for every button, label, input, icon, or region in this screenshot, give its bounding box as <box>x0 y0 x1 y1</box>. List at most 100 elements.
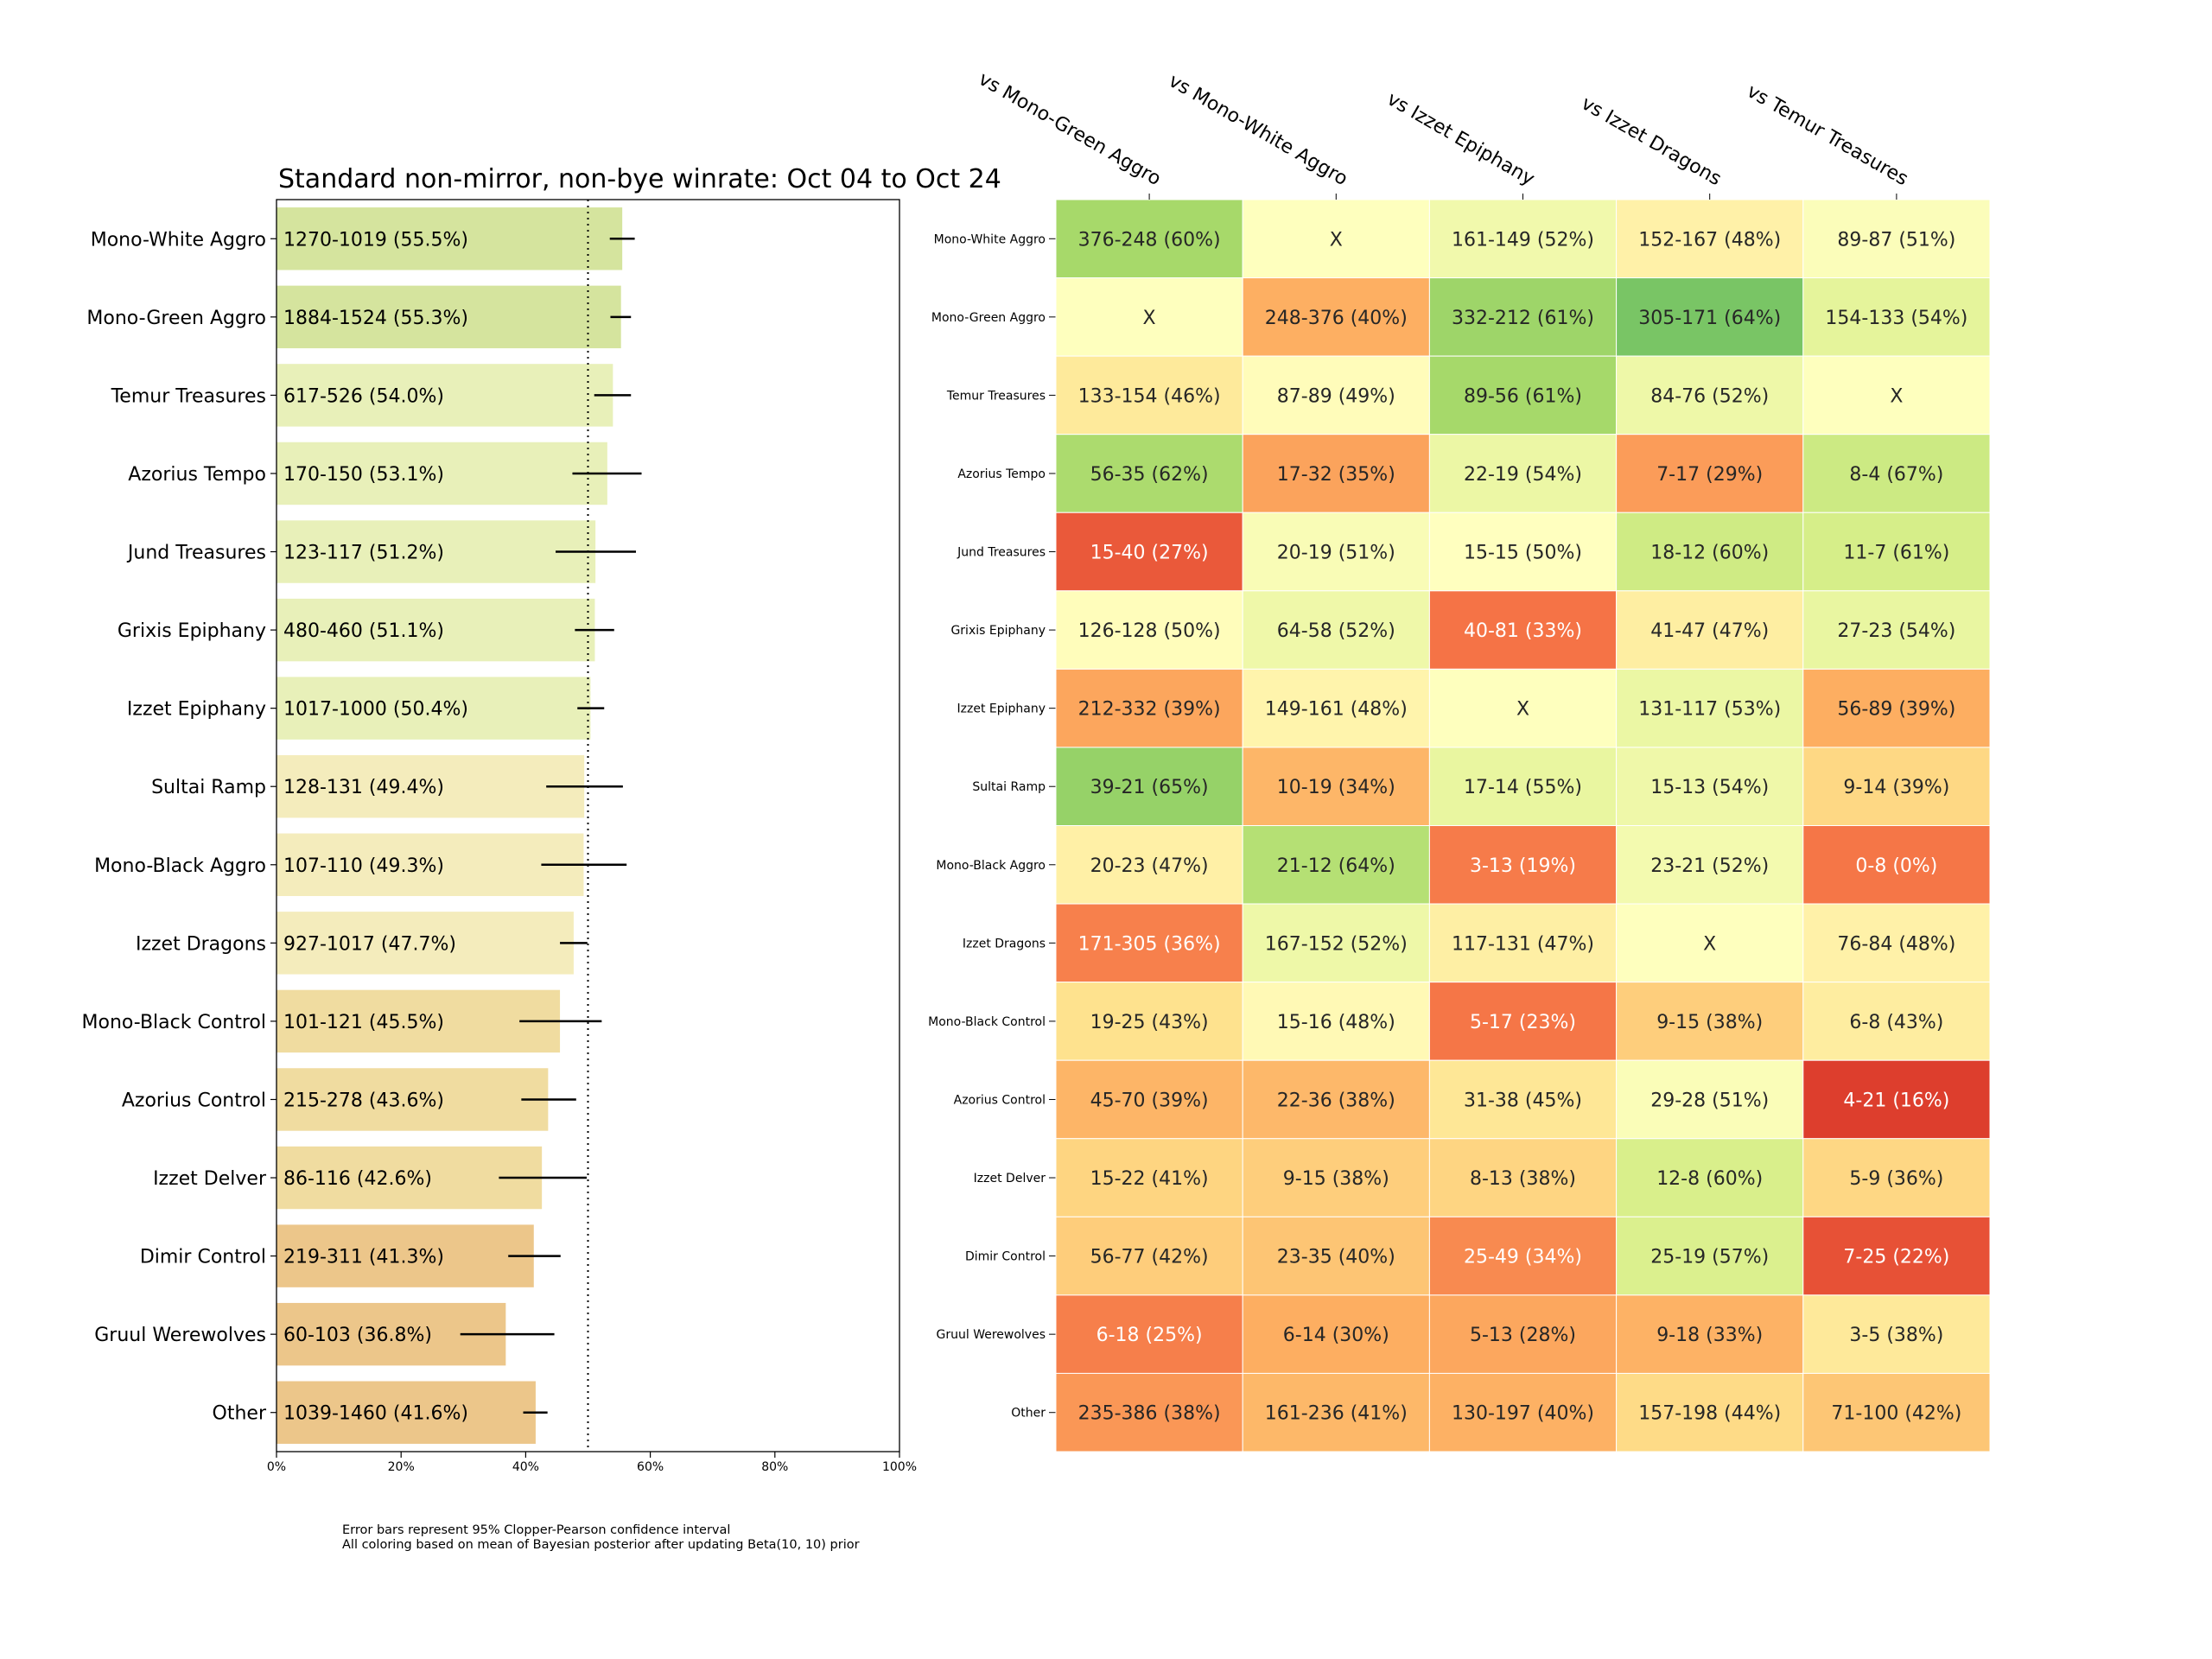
heatmap-cell-label: 56-35 (62%) <box>1090 464 1209 486</box>
bar <box>276 442 607 505</box>
heatmap-cell <box>1055 982 1243 1061</box>
heatmap-cell-label: 332-212 (61%) <box>1452 308 1594 329</box>
heatmap-cell <box>1428 1294 1618 1374</box>
winrate-bar-chart: 1270-1019 (55.5%) Mono-White Aggro 1884-15… <box>82 199 917 1474</box>
heatmap-cell-label: 4-21 (16%) <box>1843 1090 1949 1111</box>
bar <box>276 912 574 975</box>
heatmap-cell-label: 8-4 (67%) <box>1849 464 1943 486</box>
y-tick-label: Jund Treasures <box>126 543 266 564</box>
row-label: Temur Treasures <box>946 389 1046 403</box>
heatmap-cell <box>1242 1059 1430 1140</box>
heatmap-cell <box>1428 982 1618 1061</box>
heatmap-cell-label: 152-167 (48%) <box>1638 229 1781 251</box>
heatmap-cell <box>1055 590 1243 670</box>
heatmap-cell-label: 22-36 (38%) <box>1277 1090 1395 1111</box>
heatmap-cell-label: 3-13 (19%) <box>1470 855 1576 877</box>
heatmap-cell-label: X <box>1703 933 1716 955</box>
bar <box>276 1224 534 1287</box>
heatmap-cell-label: 23-21 (52%) <box>1650 855 1769 877</box>
heatmap-cell-label: 8-13 (38%) <box>1470 1168 1576 1190</box>
bar <box>276 677 591 740</box>
bar-value-label: 480-460 (51.1%) <box>283 620 444 642</box>
bar <box>276 520 596 583</box>
heatmap-cell-label: 15-15 (50%) <box>1464 543 1582 564</box>
heatmap-cell <box>1616 825 1804 905</box>
heatmap-cell <box>1616 590 1804 670</box>
bar-value-label: 86-116 (42.6%) <box>283 1168 432 1190</box>
bar <box>276 754 585 818</box>
bar-value-label: 101-121 (45.5%) <box>283 1012 444 1033</box>
heatmap-cell <box>1242 668 1430 748</box>
heatmap-cell-label: 45-70 (39%) <box>1090 1090 1209 1111</box>
heatmap-cell-label: 6-14 (30%) <box>1283 1325 1389 1346</box>
heatmap-cell-label: 23-35 (40%) <box>1277 1247 1395 1268</box>
heatmap-cell-label: 31-38 (45%) <box>1464 1090 1582 1111</box>
heatmap-cell <box>1428 1059 1618 1140</box>
heatmap-cell <box>1055 434 1243 513</box>
heatmap-cell-label: 17-32 (35%) <box>1277 464 1395 486</box>
heatmap-cell <box>1242 982 1430 1061</box>
heatmap-cell-label: 9-18 (33%) <box>1656 1325 1763 1346</box>
heatmap-cell <box>1616 747 1804 826</box>
heatmap-cell-label: X <box>1516 699 1529 721</box>
heatmap-cell-label: 18-12 (60%) <box>1650 543 1769 564</box>
chart-title: Standard non-mirror, non-bye winrate: Oc… <box>278 164 1001 194</box>
heatmap-cell <box>1616 1372 1804 1452</box>
heatmap-cell-label: 29-28 (51%) <box>1650 1090 1769 1111</box>
bar-value-label: 128-131 (49.4%) <box>283 777 444 798</box>
bar-value-label: 617-526 (54.0%) <box>283 385 444 407</box>
heatmap-cell-label: 10-19 (34%) <box>1277 777 1395 798</box>
heatmap-cell-label: 130-197 (40%) <box>1452 1403 1594 1425</box>
heatmap-cell <box>1242 1372 1430 1452</box>
heatmap-cell-label: 84-76 (52%) <box>1650 385 1769 407</box>
bar <box>276 989 561 1053</box>
bar <box>276 833 584 897</box>
row-label: Sultai Ramp <box>972 780 1046 794</box>
heatmap-cell <box>1055 1372 1243 1452</box>
bar-value-label: 107-110 (49.3%) <box>283 855 444 877</box>
y-tick-label: Grixis Epiphany <box>118 620 266 642</box>
heatmap-cell-label: X <box>1143 308 1156 329</box>
heatmap-cell-label: 3-5 (38%) <box>1849 1325 1943 1346</box>
y-tick-label: Dimir Control <box>140 1247 266 1268</box>
heatmap-cell-label: 15-16 (48%) <box>1277 1012 1395 1033</box>
heatmap-cell <box>1616 668 1804 748</box>
heatmap-cell <box>1055 277 1243 357</box>
row-label: Azorius Control <box>954 1093 1046 1107</box>
heatmap-cell-label: X <box>1330 229 1343 251</box>
x-tick-label: 100% <box>882 1460 917 1474</box>
axes-frame <box>276 199 900 1452</box>
y-tick-label: Sultai Ramp <box>151 777 266 798</box>
heatmap-cell <box>1616 355 1804 435</box>
heatmap-cell <box>1428 668 1618 748</box>
heatmap-cell <box>1242 199 1430 279</box>
row-label: Mono-Black Control <box>928 1015 1046 1029</box>
bar <box>276 364 613 427</box>
heatmap-cell-label: 64-58 (52%) <box>1277 620 1395 642</box>
heatmap-cell-label: 149-161 (48%) <box>1265 699 1408 721</box>
heatmap-cell-label: 89-87 (51%) <box>1837 229 1955 251</box>
heatmap-cell-label: 15-22 (41%) <box>1090 1168 1209 1190</box>
row-label: Mono-White Aggro <box>934 232 1046 246</box>
heatmap-cell <box>1802 903 1991 983</box>
heatmap-cell-label: 161-236 (41%) <box>1265 1403 1408 1425</box>
heatmap-cell-label: 126-128 (50%) <box>1078 620 1221 642</box>
x-tick-label: 0% <box>267 1460 286 1474</box>
heatmap-cell <box>1055 1138 1243 1217</box>
row-label: Izzet Dragons <box>963 937 1046 950</box>
y-tick-label: Temur Treasures <box>111 385 266 407</box>
matchup-heatmap: Mono-White Aggro 376-248 (60%) X 161-149 (5… <box>928 68 1991 1452</box>
bar-value-label: 219-311 (41.3%) <box>283 1247 444 1268</box>
row-label: Izzet Delver <box>974 1172 1046 1185</box>
bar <box>276 1068 549 1131</box>
bar-value-label: 927-1017 (47.7%) <box>283 933 456 955</box>
y-tick-label: Izzet Dragons <box>136 933 266 955</box>
heatmap-cell <box>1802 590 1991 670</box>
heatmap-cell-label: 7-25 (22%) <box>1843 1247 1949 1268</box>
heatmap-cell <box>1428 512 1618 592</box>
heatmap-cell-label: 5-17 (23%) <box>1470 1012 1576 1033</box>
bar-value-label: 1884-1524 (55.3%) <box>283 308 468 329</box>
heatmap-cell-label: 15-13 (54%) <box>1650 777 1769 798</box>
heatmap-cell-label: 20-19 (51%) <box>1277 543 1395 564</box>
heatmap-cell <box>1616 982 1804 1061</box>
